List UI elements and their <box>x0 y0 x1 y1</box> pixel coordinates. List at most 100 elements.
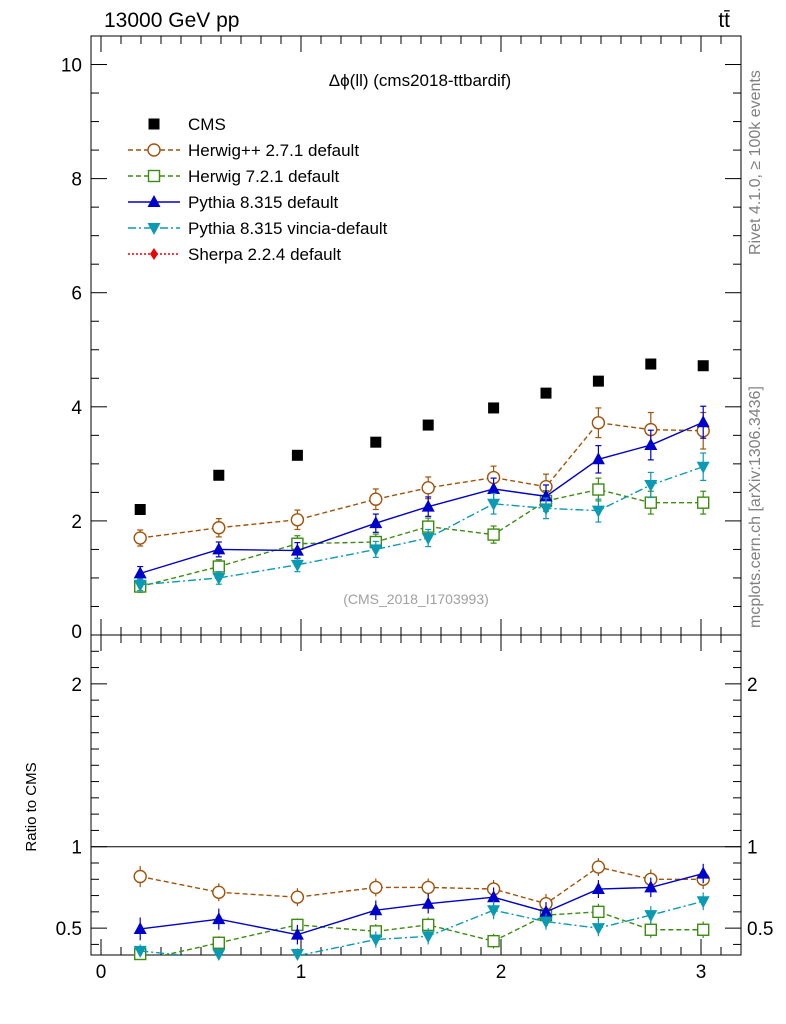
legend-marker <box>147 195 161 207</box>
header-right: tt̄ <box>718 9 730 32</box>
point-herwig-7-2-1-default <box>212 560 226 573</box>
point-herwig-2-7-1-default <box>212 521 226 535</box>
cms-data-point <box>134 503 146 515</box>
y-tick-label-main-4: 4 <box>71 398 82 419</box>
ratio-point-herwig-2-7-1-default <box>591 860 606 874</box>
point-pythia-8-315-default <box>421 499 435 512</box>
ratio-point-pythia-8-315-default <box>644 880 658 893</box>
ratio-point-herwig-7-2-1-default <box>212 936 226 949</box>
ratio-point-herwig-7-2-1-default <box>697 923 710 936</box>
series-line-pythia-8-315-default <box>139 421 704 575</box>
legend-marker <box>148 118 160 130</box>
point-pythia-8-315-vincia-default <box>644 479 658 492</box>
y-tick-label-ratio-right-2: 2 <box>747 675 758 696</box>
cms-data-point <box>697 360 709 372</box>
ratio-point-pythia-8-315-vincia-default <box>539 916 553 929</box>
point-pythia-8-315-default <box>696 415 710 428</box>
ratio-point-pythia-8-315-vincia-default <box>696 896 710 909</box>
point-pythia-8-315-default <box>133 566 147 579</box>
point-herwig-2-7-1-default <box>133 531 147 545</box>
point-pythia-8-315-vincia-default <box>290 559 304 572</box>
legend-marker <box>147 223 161 235</box>
point-pythia-8-315-vincia-default <box>421 533 435 546</box>
y-tick-label-ratio-right-1: 1 <box>747 838 758 859</box>
point-pythia-8-315-vincia-default <box>487 498 501 511</box>
cms-data-point <box>422 419 434 431</box>
ratio-point-pythia-8-315-default <box>421 896 435 909</box>
legend-label: Pythia 8.315 vincia-default <box>188 219 388 238</box>
legend-label: Sherpa 2.2.4 default <box>188 245 341 264</box>
series-line-herwig-7-2-1-default <box>140 488 704 588</box>
point-pythia-8-315-default <box>644 438 658 451</box>
cms-data-point <box>488 402 500 414</box>
cms-data-point <box>291 449 303 461</box>
ratio-point-herwig-7-2-1-default <box>487 934 500 948</box>
plot-frames <box>90 35 742 956</box>
point-pythia-8-315-default <box>290 543 304 556</box>
cms-data-point <box>370 436 382 448</box>
ratio-point-pythia-8-315-vincia-default <box>644 910 658 923</box>
legend-label: Herwig 7.2.1 default <box>188 167 339 186</box>
point-pythia-8-315-vincia-default <box>539 503 553 516</box>
x-tick-label-3: 3 <box>696 962 707 983</box>
point-pythia-8-315-vincia-default <box>212 572 226 585</box>
x-tick-label-1: 1 <box>296 962 307 983</box>
point-herwig-2-7-1-default <box>421 481 435 495</box>
mcplots-label: mcplots.cern.ch [arXiv:1306.3436] <box>747 386 764 628</box>
ratio-point-herwig-2-7-1-default <box>290 890 305 904</box>
ratio-point-pythia-8-315-default <box>591 882 605 895</box>
ratio-point-pythia-8-315-vincia-default <box>591 923 605 936</box>
ratio-point-herwig-2-7-1-default <box>212 885 226 900</box>
point-herwig-7-2-1-default <box>487 528 500 541</box>
point-pythia-8-315-default <box>591 452 605 465</box>
point-pythia-8-315-vincia-default <box>696 461 710 474</box>
ratio-point-pythia-8-315-default <box>369 903 383 916</box>
ratio-point-pythia-8-315-default <box>696 866 710 879</box>
x-tick-label-2: 2 <box>496 962 507 983</box>
cms-data-point <box>213 469 225 481</box>
cms-data-point <box>540 387 552 399</box>
ratio-point-pythia-8-315-default <box>133 921 147 934</box>
legend-marker <box>150 248 158 260</box>
legend-marker <box>147 169 161 183</box>
point-herwig-7-2-1-default <box>592 483 605 496</box>
ratio-line-herwig-7-2-1-default <box>162 911 704 955</box>
ratio-plot-frame <box>90 634 742 956</box>
point-pythia-8-315-default <box>212 542 226 555</box>
legend-marker <box>147 143 161 157</box>
x-tick-label-0: 0 <box>96 962 107 983</box>
y-tick-label-ratio-left-1: 1 <box>71 838 82 859</box>
point-pythia-8-315-default <box>369 516 383 529</box>
y-tick-label-main-8: 8 <box>71 170 82 191</box>
legend-label: CMS <box>188 115 226 134</box>
legend-label: Herwig++ 2.7.1 default <box>188 141 359 160</box>
point-pythia-8-315-vincia-default <box>369 544 383 557</box>
point-herwig-7-2-1-default <box>644 496 657 509</box>
ratio-point-pythia-8-315-default <box>539 904 553 917</box>
ratio-line-pythia-8-315-default <box>140 872 704 936</box>
y-tick-label-main-2: 2 <box>71 512 82 533</box>
y-tick-label-main-0: 0 <box>71 622 82 643</box>
cms-data-point <box>592 375 604 387</box>
ratio-point-pythia-8-315-vincia-default <box>290 949 304 961</box>
ratio-point-pythia-8-315-vincia-default <box>133 945 147 958</box>
ratio-line-pythia-8-315-vincia-default <box>140 900 704 955</box>
y-tick-label-main-10: 10 <box>61 56 82 77</box>
header-left: 13000 GeV pp <box>104 9 239 32</box>
ratio-point-herwig-2-7-1-default <box>369 880 383 895</box>
point-pythia-8-315-vincia-default <box>133 579 147 592</box>
ratio-point-pythia-8-315-vincia-default <box>487 905 501 918</box>
point-herwig-2-7-1-default <box>290 513 305 527</box>
point-herwig-7-2-1-default <box>697 496 710 509</box>
point-pythia-8-315-default <box>539 489 553 502</box>
point-herwig-2-7-1-default <box>591 416 606 430</box>
analysis-watermark: (CMS_2018_I1703993) <box>343 591 489 607</box>
ratio-point-pythia-8-315-vincia-default <box>369 934 383 947</box>
y-tick-label-ratio-right-0.5: 0.5 <box>747 919 773 940</box>
ratio-point-herwig-2-7-1-default <box>421 880 435 895</box>
data-points-layer <box>134 358 709 515</box>
ratio-point-herwig-2-7-1-default <box>133 869 147 884</box>
ratio-point-pythia-8-315-default <box>212 912 226 925</box>
ratio-point-pythia-8-315-vincia-default <box>212 949 226 961</box>
